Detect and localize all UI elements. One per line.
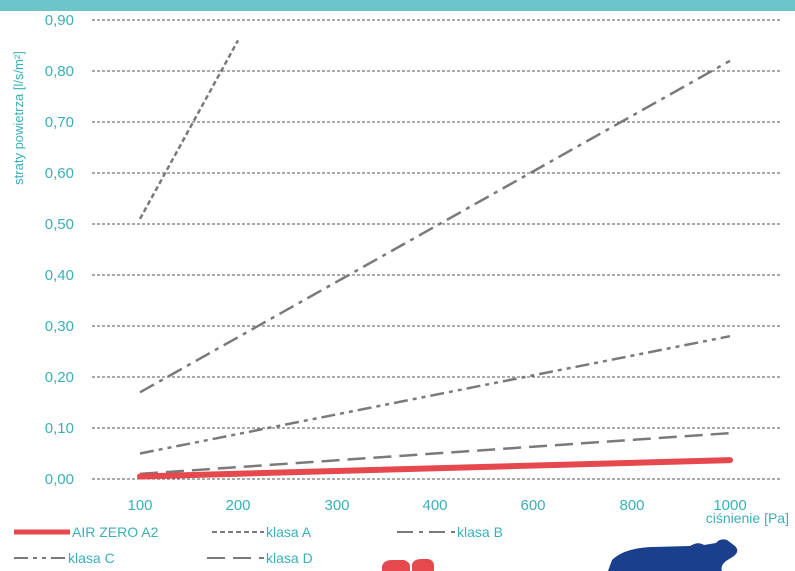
- legend-label: klasa A: [266, 524, 312, 540]
- series-line-air-zero-a2: [137, 457, 733, 480]
- y-tick-label: 0,60: [45, 165, 74, 182]
- legend: AIR ZERO A2 klasa A klasa B klasa C klasa D: [14, 524, 503, 566]
- series-lines: [137, 39, 733, 480]
- y-tick-label: 0,20: [45, 369, 74, 386]
- y-tick-label: 0,30: [45, 318, 74, 335]
- top-accent-band: [0, 0, 795, 11]
- x-tick-label: 600: [520, 497, 545, 514]
- y-axis-title: straty powietrza [l/s/m²]: [11, 51, 26, 185]
- series-line-klasa-c: [139, 334, 731, 455]
- x-axis-ticks: 100 200 300 400 600 800 1000: [127, 497, 746, 514]
- y-tick-label: 0,10: [45, 420, 74, 437]
- x-axis-title: ciśnienie [Pa]: [706, 510, 789, 526]
- y-tick-label: 0,40: [45, 267, 74, 284]
- x-tick-label: 200: [225, 497, 250, 514]
- series-line-klasa-d: [139, 431, 731, 476]
- x-tick-label: 300: [324, 497, 349, 514]
- legend-label: klasa C: [68, 550, 115, 566]
- y-tick-label: 0,90: [45, 12, 74, 29]
- legend-label: AIR ZERO A2: [72, 524, 159, 540]
- y-tick-label: 0,00: [45, 471, 74, 488]
- y-tick-label: 0,70: [45, 114, 74, 131]
- x-tick-label: 100: [127, 497, 152, 514]
- y-tick-label: 0,80: [45, 63, 74, 80]
- x-tick-label: 400: [422, 497, 447, 514]
- logo-fragment-red: [382, 559, 434, 571]
- series-line-klasa-a: [138, 39, 240, 220]
- bear-logo-icon: [608, 539, 738, 571]
- y-axis-ticks: 0,00 0,10 0,20 0,30 0,40 0,50 0,60 0,70 0,80 0,90: [45, 12, 74, 488]
- x-tick-label: 1000: [713, 497, 746, 514]
- y-tick-label: 0,50: [45, 216, 74, 233]
- legend-label: klasa B: [457, 524, 503, 540]
- legend-label: klasa D: [266, 550, 313, 566]
- series-line-klasa-b: [139, 59, 731, 394]
- x-tick-label: 800: [619, 497, 644, 514]
